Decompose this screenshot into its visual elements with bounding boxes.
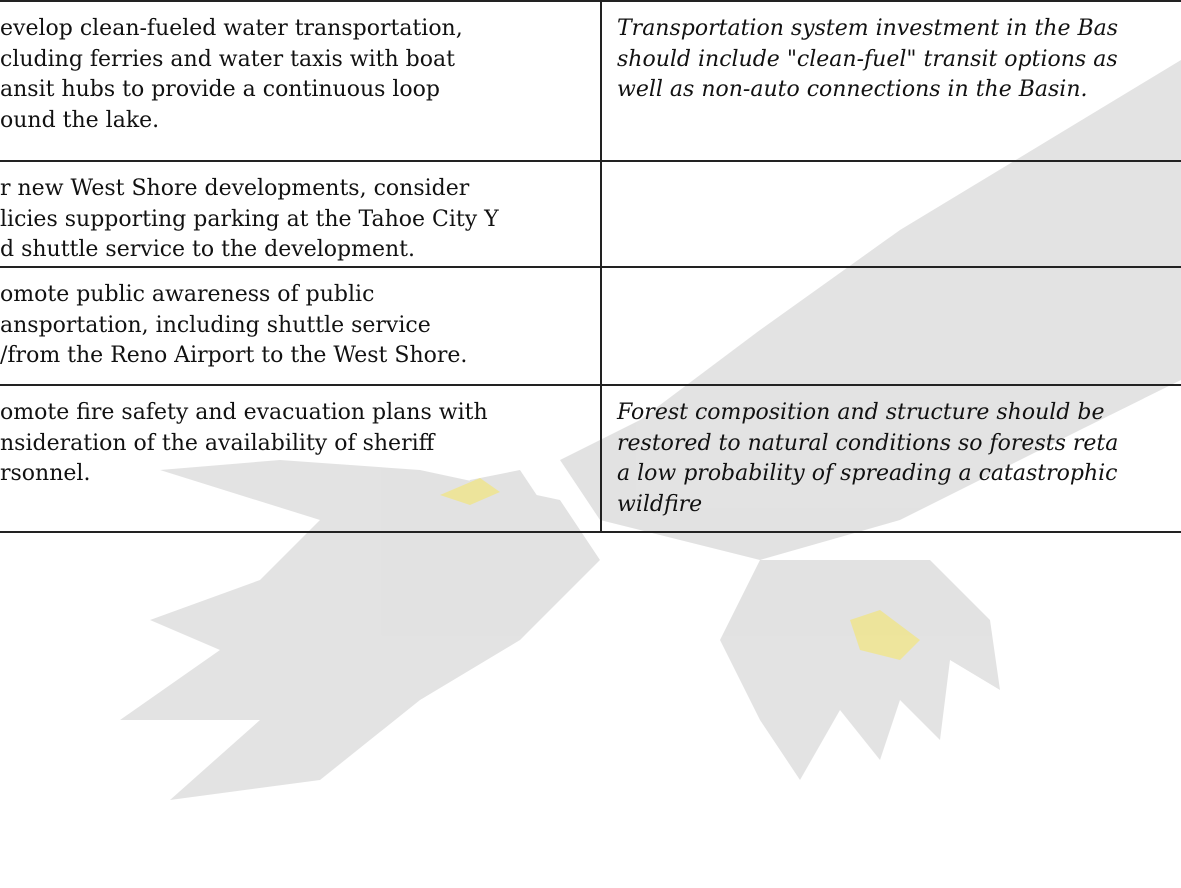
note-text: well as non-auto connections in the Basi… [617,77,1088,103]
note-text: wildfire [617,491,703,517]
eagle-beak-feet [440,478,920,660]
row-border [0,384,1181,386]
row-border [0,266,1181,268]
row-border [0,531,1181,533]
policy-text: evelop clean-fueled water transportation… [0,16,463,41]
row-border [0,0,1181,2]
policy-text: cluding ferries and water taxis with boa… [0,46,455,72]
policy-text: ansit hubs to provide a continuous loop [0,77,440,103]
row-border [0,160,1181,162]
note-text: restored to natural conditions so forest… [617,430,1119,456]
policy-text: nsideration of the availability of sheri… [0,430,435,456]
policy-text: licies supporting parking at the Tahoe C… [0,206,499,232]
policy-text: r new West Shore developments, consider [0,176,470,201]
policy-text: /from the Reno Airport to the West Shore… [0,343,468,369]
policy-text: d shuttle service to the development. [0,237,415,263]
policy-text: ansportation, including shuttle service [0,312,431,338]
note-text: Forest composition and structure should … [617,400,1105,425]
note-text: Transportation system investment in the … [617,16,1119,41]
policy-text: omote public awareness of public [0,282,375,307]
column-border [600,0,602,531]
policy-text: ound the lake. [0,107,160,133]
note-text: a low probability of spreading a catastr… [617,461,1118,487]
policy-text: omote fire safety and evacuation plans w… [0,400,488,425]
policy-text: rsonnel. [0,461,91,487]
note-text: should include "clean-fuel" transit opti… [617,46,1118,72]
